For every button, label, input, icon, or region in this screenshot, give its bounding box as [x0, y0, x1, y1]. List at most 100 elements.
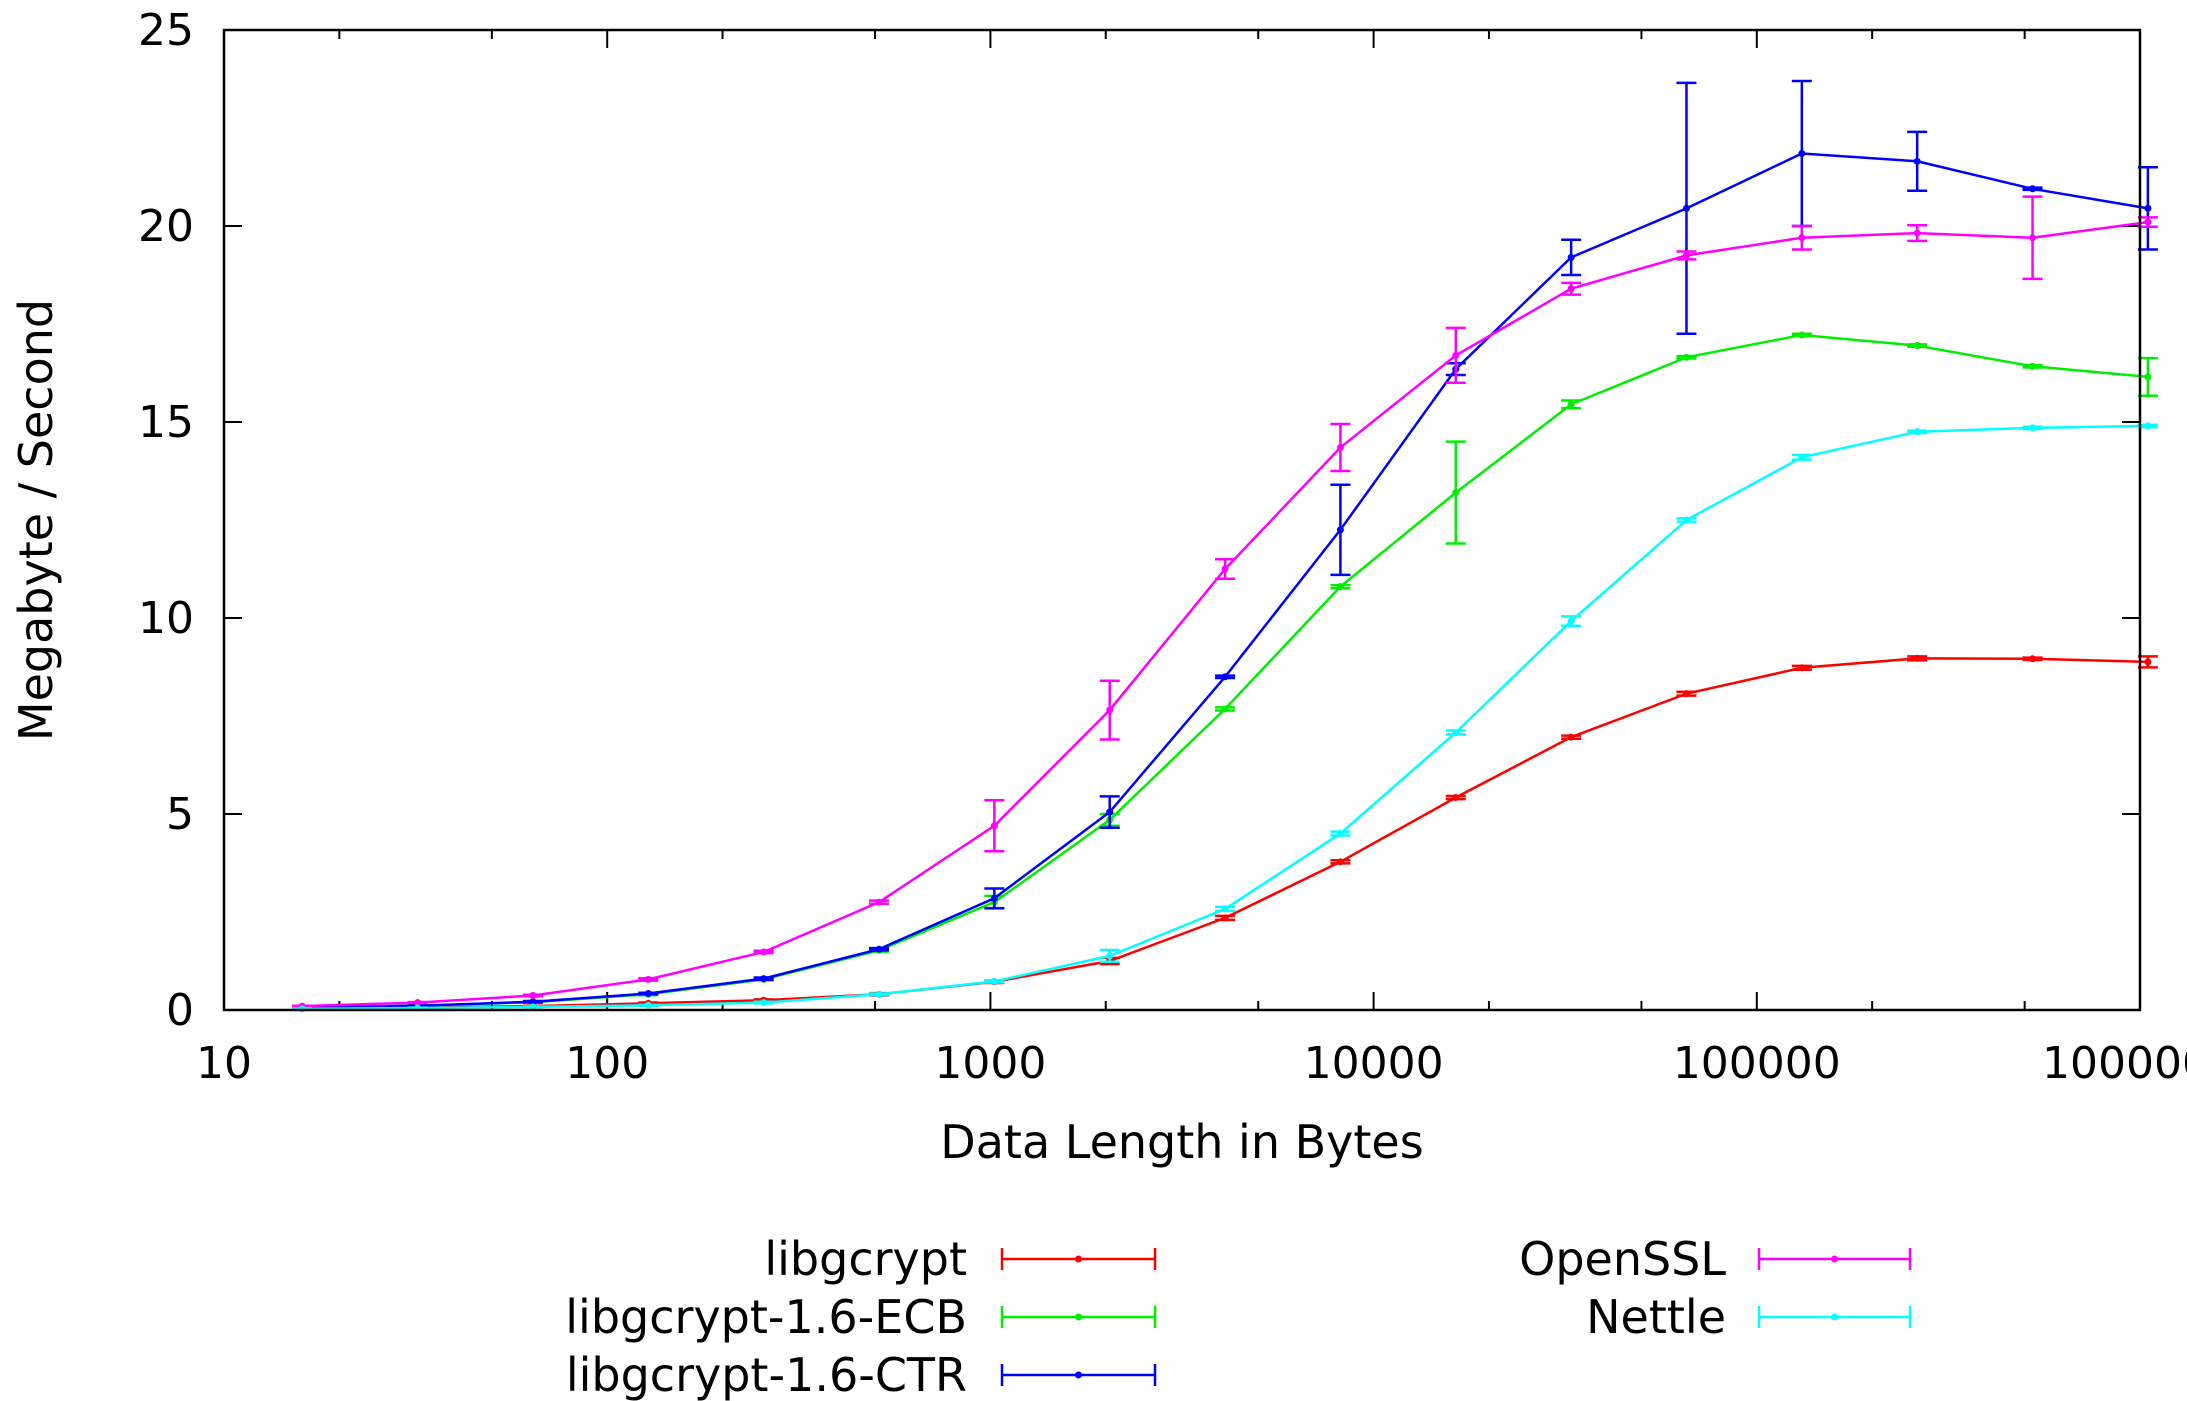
x-axis-title: Data Length in Bytes: [940, 1115, 1423, 1169]
data-point: [1567, 733, 1575, 741]
legend-entry: libgcrypt-1.6-CTR: [566, 1348, 1157, 1401]
data-point: [990, 822, 998, 830]
data-point: [990, 894, 998, 902]
data-point: [2029, 185, 2037, 193]
legend-marker: [1075, 1255, 1082, 1263]
data-point: [644, 990, 652, 998]
data-point: [1567, 253, 1575, 261]
data-point: [1682, 251, 1690, 259]
legend: libgcryptlibgcrypt-1.6-ECBlibgcrypt-1.6-…: [565, 1232, 1912, 1401]
y-tick-label: 5: [166, 789, 194, 840]
data-point: [2144, 658, 2152, 666]
y-tick-label: 0: [166, 985, 194, 1036]
data-point: [1336, 526, 1344, 534]
legend-entry: Nettle: [1586, 1290, 1912, 1344]
data-point: [1682, 204, 1690, 212]
data-point: [1798, 664, 1806, 672]
data-point: [1452, 351, 1460, 359]
legend-entry: libgcrypt-1.6-ECB: [565, 1290, 1157, 1344]
data-point: [1452, 489, 1460, 497]
data-point: [1452, 728, 1460, 736]
series-4: [292, 422, 2158, 1013]
data-point: [2144, 373, 2152, 381]
data-point: [1798, 453, 1806, 461]
legend-marker: [1075, 1313, 1082, 1321]
data-point: [2144, 204, 2152, 212]
data-point: [1913, 157, 1921, 165]
data-point: [1913, 342, 1921, 350]
data-point: [529, 1003, 537, 1011]
y-tick-label: 20: [138, 201, 194, 252]
data-point: [990, 977, 998, 985]
data-point: [2029, 424, 2037, 432]
legend-label: libgcrypt-1.6-ECB: [565, 1290, 967, 1344]
data-point: [1336, 583, 1344, 591]
data-point: [1221, 565, 1229, 573]
data-point: [1567, 285, 1575, 293]
data-point: [875, 945, 883, 953]
data-point: [2144, 422, 2152, 430]
data-point: [1221, 905, 1229, 913]
data-point: [1221, 673, 1229, 681]
data-point: [1336, 443, 1344, 451]
legend-entry: OpenSSL: [1519, 1232, 1912, 1286]
data-point: [2029, 234, 2037, 242]
data-point: [644, 975, 652, 983]
data-point: [529, 991, 537, 999]
x-tick-label: 10000: [1304, 1038, 1444, 1089]
data-point: [1682, 353, 1690, 361]
data-point: [2144, 218, 2152, 226]
data-point: [1798, 234, 1806, 242]
tick-labels: 0 5 10 15 20 25 10 100 1000 10000 100000 1000000: [138, 5, 2187, 1089]
data-point: [760, 999, 768, 1007]
x-tick-label: 100: [565, 1038, 649, 1089]
y-tick-label: 25: [138, 5, 194, 56]
series-layer: [292, 79, 2158, 1013]
data-point: [2029, 362, 2037, 370]
y-axis-title: Megabyte / Second: [9, 299, 63, 741]
y-tick-label: 10: [138, 593, 194, 644]
data-point: [875, 898, 883, 906]
data-point: [1798, 331, 1806, 339]
data-point: [1567, 617, 1575, 625]
data-point: [760, 975, 768, 983]
series-3: [292, 195, 2158, 1010]
data-point: [1106, 952, 1114, 960]
data-point: [529, 998, 537, 1006]
data-point: [1452, 794, 1460, 802]
legend-label: libgcrypt-1.6-CTR: [566, 1348, 967, 1401]
data-point: [1798, 149, 1806, 157]
data-point: [1913, 428, 1921, 436]
data-point: [1106, 808, 1114, 816]
data-point: [875, 990, 883, 998]
legend-marker: [1075, 1371, 1082, 1379]
y-tick-label: 15: [138, 397, 194, 448]
legend-entry: libgcrypt: [764, 1232, 1157, 1286]
data-point: [414, 999, 422, 1007]
x-tick-label: 1000: [934, 1038, 1046, 1089]
data-point: [1221, 914, 1229, 922]
data-point: [644, 1001, 652, 1009]
plot-frame: [222, 28, 2142, 1012]
data-point: [1106, 706, 1114, 714]
legend-marker: [1831, 1255, 1838, 1263]
data-point: [2029, 655, 2037, 663]
data-point: [760, 948, 768, 956]
data-point: [1682, 690, 1690, 698]
legend-label: libgcrypt: [764, 1232, 967, 1286]
legend-marker: [1831, 1313, 1838, 1321]
x-tick-label: 10: [196, 1038, 252, 1089]
data-point: [1913, 229, 1921, 237]
legend-label: OpenSSL: [1519, 1232, 1726, 1286]
data-point: [1336, 830, 1344, 838]
data-point: [1221, 705, 1229, 713]
legend-label: Nettle: [1586, 1290, 1726, 1344]
data-point: [1913, 654, 1921, 662]
data-point: [1682, 516, 1690, 524]
x-tick-label: 100000: [1673, 1038, 1841, 1089]
x-tick-label: 1000000: [2042, 1038, 2187, 1089]
data-point: [1336, 858, 1344, 866]
data-point: [1567, 400, 1575, 408]
